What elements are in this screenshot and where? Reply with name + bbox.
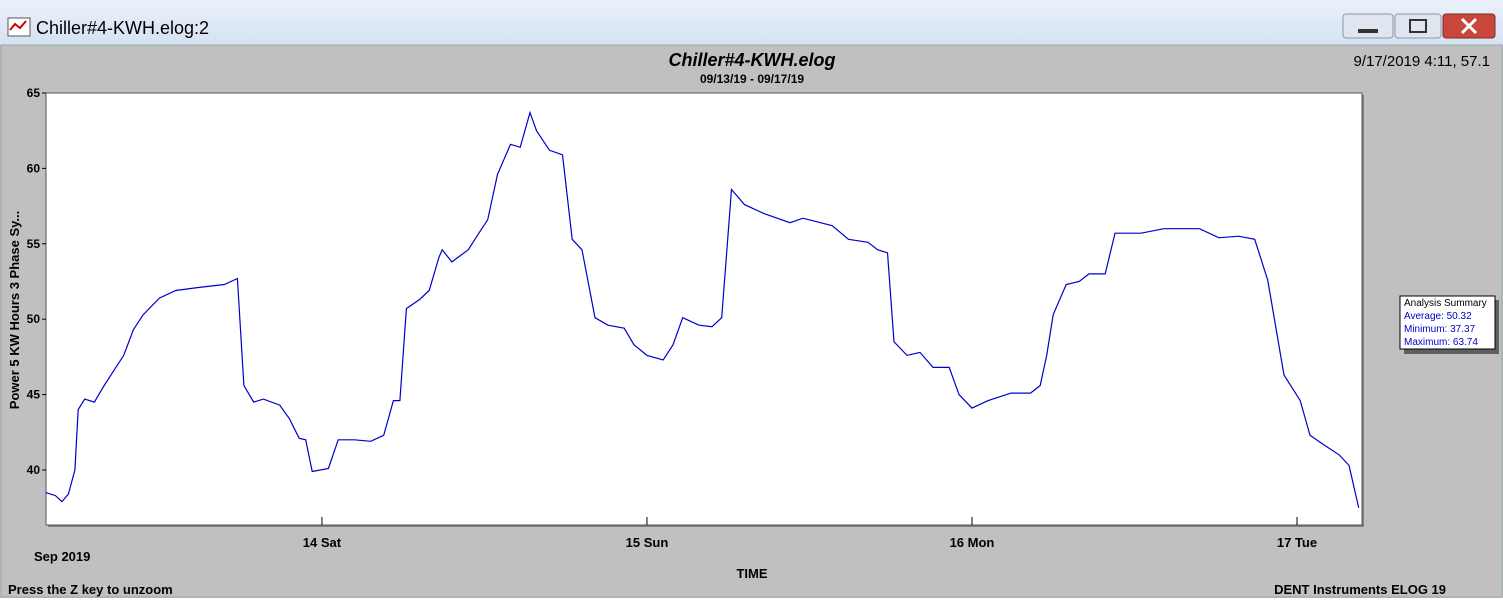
y-tick-label: 40 — [27, 463, 41, 477]
chart-subtitle: 09/13/19 - 09/17/19 — [700, 72, 804, 86]
title-bar — [0, 0, 1503, 45]
close-button[interactable] — [1442, 13, 1496, 39]
window-frame — [0, 44, 1503, 598]
window-title: Chiller#4-KWH.elog:2 — [36, 18, 209, 38]
maximize-button[interactable] — [1394, 13, 1442, 39]
x-tick-label: 16 Mon — [950, 535, 995, 550]
plot: 40 45 50 55 60 65 14 Sat 15 Sun 16 Mon 17 Tue — [27, 86, 1360, 550]
y-tick-label: 60 — [27, 161, 41, 175]
status-right: DENT Instruments ELOG 19 — [1274, 582, 1446, 597]
x-tick-label: 15 Sun — [626, 535, 669, 550]
y-tick-label: 50 — [27, 312, 41, 326]
x-axis-label: TIME — [736, 566, 767, 581]
chart-title: Chiller#4-KWH.elog — [668, 50, 835, 70]
status-left: Press the Z key to unzoom — [8, 582, 173, 597]
x-tick-label: 14 Sat — [303, 535, 342, 550]
x-axis-sublabel: Sep 2019 — [34, 549, 90, 564]
data-line — [45, 110, 1360, 508]
y-tick-label: 55 — [27, 237, 41, 251]
summary-title: Analysis Summary — [1404, 298, 1487, 309]
cursor-readout: 9/17/2019 4:11, 57.1 — [1353, 53, 1490, 70]
minimize-button[interactable] — [1342, 13, 1394, 39]
x-tick-label: 17 Tue — [1277, 535, 1317, 550]
y-tick-label: 45 — [27, 388, 41, 402]
y-axis-label: Power 5 KW Hours 3 Phase Sy... — [7, 211, 22, 409]
y-tick-label: 65 — [27, 86, 41, 100]
summary-item: Minimum: 37.37 — [1404, 324, 1476, 335]
app-icon — [7, 17, 31, 37]
summary-item: Average: 50.32 — [1404, 311, 1472, 322]
analysis-summary[interactable]: Analysis Summary Average: 50.32 Minimum:… — [1399, 295, 1499, 354]
plot-area[interactable] — [45, 92, 1363, 526]
summary-item: Maximum: 63.74 — [1404, 337, 1478, 348]
